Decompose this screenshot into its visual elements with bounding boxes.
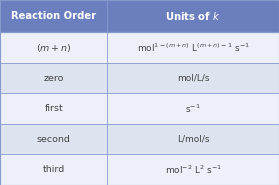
Text: mol/L/s: mol/L/s (177, 74, 210, 83)
Text: mol$^{-2}$ L$^{2}$ s$^{-1}$: mol$^{-2}$ L$^{2}$ s$^{-1}$ (165, 164, 222, 176)
Text: third: third (43, 165, 65, 174)
Bar (0, 32, 279, 63)
Bar (0, 93, 279, 124)
Text: s$^{-1}$: s$^{-1}$ (186, 102, 201, 115)
Bar (0, 0, 279, 32)
Text: Reaction Order: Reaction Order (11, 11, 96, 21)
Bar (0, 124, 279, 154)
Text: $(m + n)$: $(m + n)$ (36, 42, 71, 54)
Text: Units of $\mathit{k}$: Units of $\mathit{k}$ (165, 10, 221, 22)
Text: L/mol/s: L/mol/s (177, 135, 210, 144)
Text: mol$^{1-(m+n)}$ L$^{(m+n)-1}$ s$^{-1}$: mol$^{1-(m+n)}$ L$^{(m+n)-1}$ s$^{-1}$ (137, 41, 250, 54)
Text: second: second (37, 135, 71, 144)
Text: zero: zero (44, 74, 64, 83)
Bar (0, 154, 279, 185)
Text: first: first (44, 104, 63, 113)
Bar (0, 63, 279, 93)
